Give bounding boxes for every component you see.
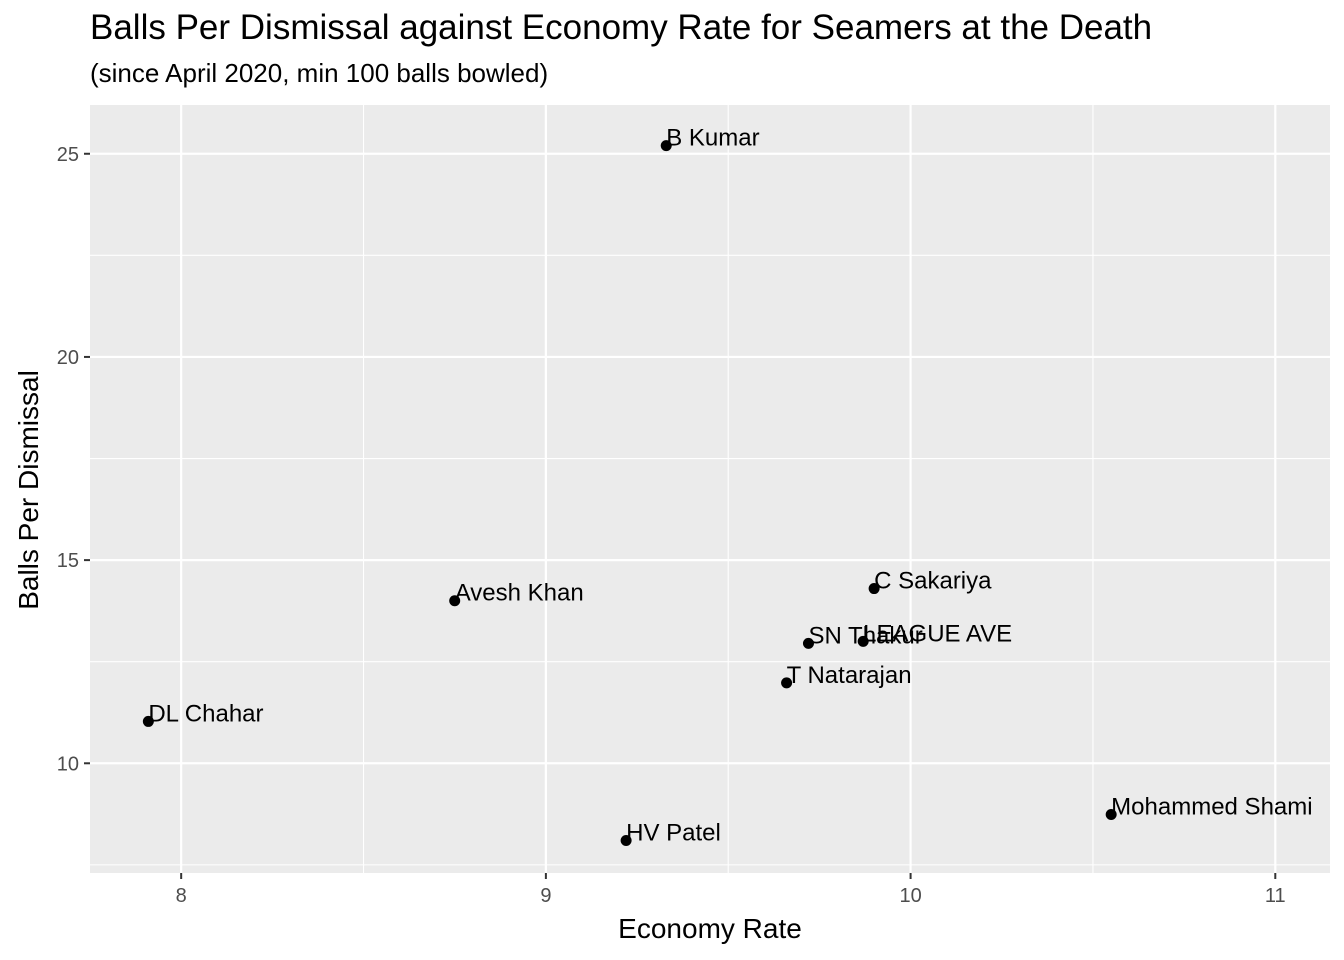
y-axis-title: Balls Per Dismissal	[13, 370, 44, 610]
data-point	[857, 635, 869, 647]
data-point	[868, 583, 880, 595]
data-point	[142, 715, 154, 727]
point-label: C Sakariya	[874, 568, 992, 595]
x-tick-label: 11	[1265, 885, 1286, 907]
data-point	[620, 834, 632, 846]
point-label: HV Patel	[626, 819, 721, 846]
plot-panel	[90, 105, 1330, 873]
x-axis: 8 9 10 11	[176, 873, 1286, 907]
chart-subtitle: (since April 2020, min 100 balls bowled)	[90, 58, 549, 88]
x-tick-label: 8	[176, 885, 187, 907]
data-point	[781, 677, 793, 689]
point-label: SN Thakur	[808, 622, 922, 649]
y-tick-label: 15	[57, 550, 79, 572]
y-axis: 10 15 20 25	[57, 144, 90, 775]
y-tick-label: 10	[57, 753, 79, 775]
grid-major	[90, 105, 1330, 873]
data-points	[142, 140, 1117, 846]
point-label: Avesh Khan	[455, 580, 584, 607]
point-label: B Kumar	[666, 125, 759, 152]
point-label: T Natarajan	[787, 662, 912, 689]
grid-minor	[90, 105, 1330, 873]
x-tick-label: 9	[540, 885, 551, 907]
y-tick-label: 20	[57, 347, 79, 369]
data-point	[449, 595, 461, 607]
chart-title: Balls Per Dismissal against Economy Rate…	[90, 8, 1153, 47]
y-tick-label: 25	[57, 144, 79, 166]
point-label: Mohammed Shami	[1111, 793, 1312, 820]
x-axis-title: Economy Rate	[618, 913, 802, 944]
x-tick-label: 10	[899, 885, 921, 907]
point-labels: B Kumar C Sakariya Avesh Khan SN ThakurLEAG…	[148, 125, 1312, 847]
data-point	[660, 140, 672, 152]
data-point	[1105, 808, 1117, 820]
point-label: LEAGUE AVE	[863, 620, 1012, 647]
point-label: DL Chahar	[148, 700, 263, 727]
data-point	[802, 637, 814, 649]
